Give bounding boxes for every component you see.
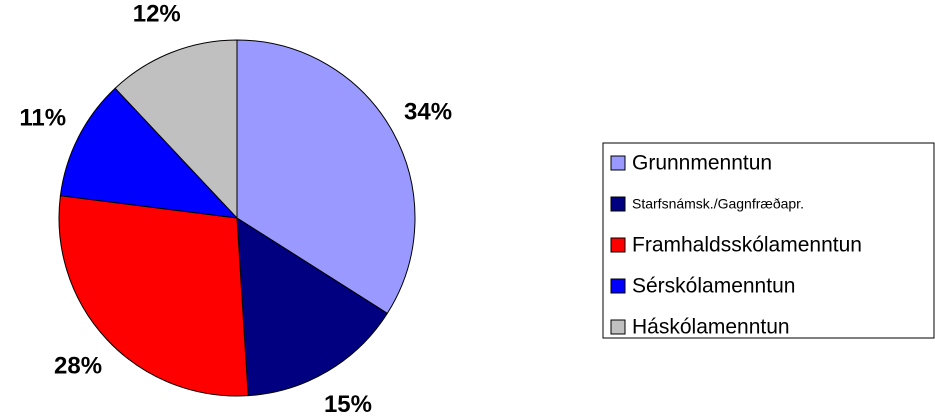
legend-label: Háskólamenntun	[632, 316, 790, 339]
legend-box	[602, 142, 935, 339]
legend-swatch	[610, 196, 626, 212]
data-label: 12%	[133, 1, 181, 28]
pie-slice	[59, 87, 239, 219]
data-label: 28%	[54, 353, 102, 380]
legend-swatch	[610, 319, 626, 335]
legend-label: Sérskólamenntun	[632, 275, 795, 298]
legend-label: Framhaldsskólamenntun	[632, 234, 862, 257]
legend-label: Starfsnámsk./Gagnfræðapr.	[632, 196, 804, 212]
legend-swatch	[610, 278, 626, 294]
pie-slice	[236, 217, 388, 397]
pie-slice	[114, 39, 238, 220]
pie-slice	[236, 39, 416, 315]
data-label: 11%	[19, 104, 66, 131]
legend-label: Grunnmenntun	[632, 152, 772, 175]
pie-slice	[58, 195, 249, 397]
data-label: 34%	[404, 98, 452, 125]
legend-swatch	[610, 237, 626, 253]
data-label: 15%	[324, 391, 372, 416]
legend-swatch	[610, 155, 626, 171]
